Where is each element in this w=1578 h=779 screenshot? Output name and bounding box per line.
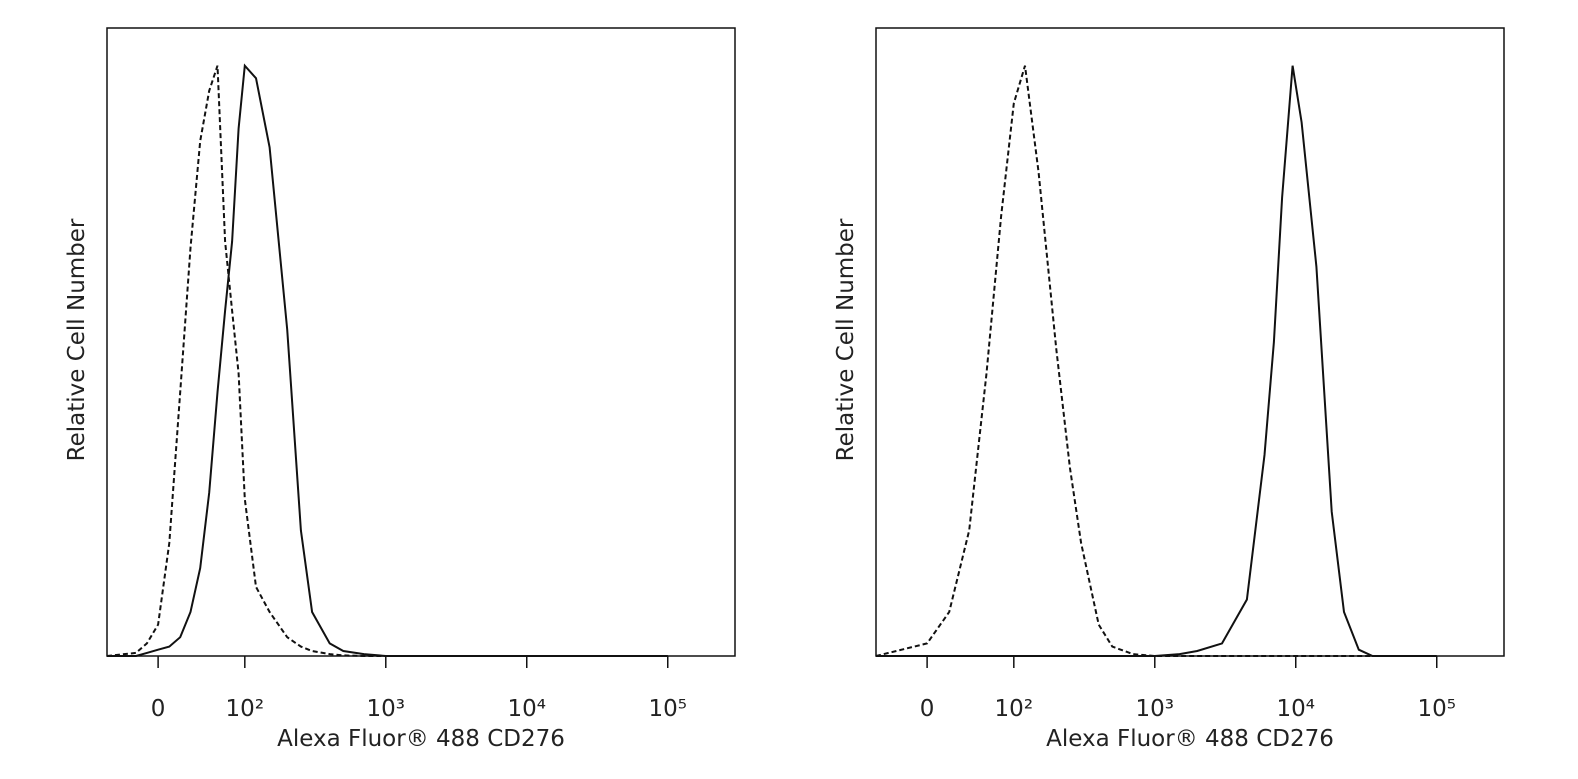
- plot-frame: [875, 27, 1505, 657]
- y-axis-label: Relative Cell Number: [64, 218, 90, 461]
- x-tick-label: 10³: [367, 696, 406, 722]
- x-axis-label: Alexa Fluor® 488 CD276: [277, 726, 565, 752]
- x-tick-label: 0: [151, 696, 166, 722]
- x-tick-label: 10⁴: [1277, 696, 1316, 722]
- histogram-line: [106, 65, 668, 657]
- histogram-line: [875, 65, 1437, 657]
- x-tick-label: 10³: [1136, 696, 1175, 722]
- x-tick-label: 10⁴: [508, 696, 547, 722]
- y-axis-label: Relative Cell Number: [833, 218, 859, 461]
- x-axis-label: Alexa Fluor® 488 CD276: [1046, 726, 1334, 752]
- x-tick-label: 10⁵: [1417, 696, 1456, 722]
- histogram-line: [107, 63, 668, 657]
- x-tick-label: 0: [920, 696, 935, 722]
- x-tick-label: 10²: [995, 696, 1034, 722]
- x-tick-label: 10²: [226, 696, 265, 722]
- x-tick-label: 10⁵: [648, 696, 687, 722]
- histogram-line: [876, 65, 1437, 657]
